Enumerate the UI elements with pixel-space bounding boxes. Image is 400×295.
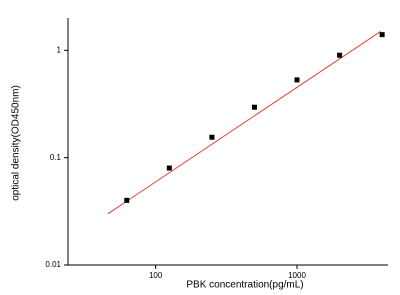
y-axis-label: optical density(OD450nm) [11,85,22,201]
fit-line [107,30,381,215]
data-point [294,77,300,83]
data-point [251,104,257,110]
y-tick-label: 0.01 [45,260,61,269]
data-point [379,32,385,38]
y-tick-label: 0.1 [50,153,62,162]
data-point [166,165,172,171]
data-point [337,52,343,58]
y-tick-label: 1 [57,45,62,54]
x-tick-label: 1000 [288,271,306,280]
x-axis-label: PBK concentration(pg/mL) [186,280,303,291]
data-point [124,197,130,203]
data-point [209,134,215,140]
x-tick-label: 100 [149,271,163,280]
